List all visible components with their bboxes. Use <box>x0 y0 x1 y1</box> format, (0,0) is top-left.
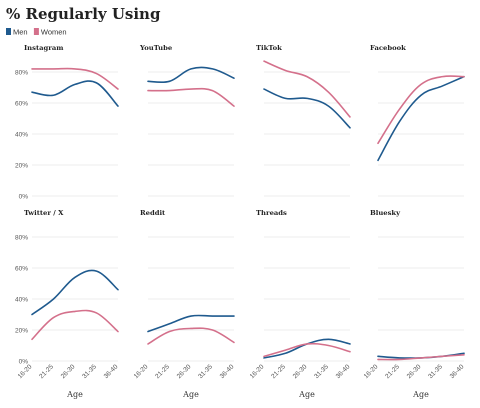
y-tick-label: 80% <box>15 234 28 241</box>
y-tick-label: 0% <box>19 358 29 365</box>
panels: Instagram 0% 20% 40% 60% 80% YouTube TikTok Face… <box>15 44 466 380</box>
x-tick-label: 36-40 <box>103 363 120 380</box>
x-tick-label: 31-35 <box>427 363 444 380</box>
x-tick-label: 31-35 <box>313 363 330 380</box>
x-tick-label: 36-40 <box>449 363 466 380</box>
x-tick-label: 21-25 <box>154 363 171 380</box>
chart-title: % Regularly Using <box>6 5 161 23</box>
y-tick-label: 40% <box>15 131 28 138</box>
panel-title-facebook: Facebook <box>370 44 406 52</box>
x-tick-label: 16-20 <box>17 363 34 380</box>
x-tick-label: 26-30 <box>292 363 309 380</box>
panel-title-youtube: YouTube <box>139 44 173 52</box>
series-line-reddit-men <box>147 314 235 333</box>
y-tick-label: 60% <box>15 265 28 272</box>
x-tick-label: 16-20 <box>249 363 266 380</box>
series-line-instagram-women <box>31 67 119 90</box>
y-tick-label: 40% <box>15 296 28 303</box>
panel-title-threads: Threads <box>256 209 287 217</box>
series-line-instagram-men <box>31 80 119 107</box>
panel-title-reddit: Reddit <box>140 209 166 217</box>
panel-title-instagram: Instagram <box>24 44 64 52</box>
legend-label-women: Women <box>41 28 67 37</box>
series-line-threads-women <box>263 342 351 358</box>
series-line-bluesky-women <box>377 354 465 361</box>
x-tick-label: 16-20 <box>133 363 150 380</box>
series-line-tiktok-women <box>263 60 351 118</box>
panel-title-twitter-x: Twitter / X <box>24 209 64 217</box>
panel-title-tiktok: TikTok <box>256 44 282 52</box>
legend-label-men: Men <box>13 28 28 37</box>
series-line-threads-men <box>263 338 351 359</box>
x-tick-label: 16-20 <box>363 363 380 380</box>
series-line-reddit-women <box>147 327 235 345</box>
panel-youtube: YouTube <box>139 44 235 197</box>
x-axis-labels: Age Age Age Age <box>66 390 429 399</box>
y-tick-label: 20% <box>15 162 28 169</box>
x-tick-label: 31-35 <box>81 363 98 380</box>
series-line-youtube-women <box>147 87 235 107</box>
x-tick-label: 31-35 <box>197 363 214 380</box>
series-line-twitter-x-men <box>31 269 119 316</box>
legend-swatch-men <box>6 28 11 35</box>
x-tick-label: 21-25 <box>270 363 287 380</box>
series-line-twitter-x-women <box>31 309 119 341</box>
panel-reddit: Reddit 16-20 21-25 26-30 31-35 36-40 <box>133 209 236 380</box>
panel-instagram: Instagram 0% 20% 40% 60% 80% <box>15 44 119 200</box>
panel-facebook: Facebook <box>370 44 465 197</box>
panel-tiktok: TikTok <box>256 44 351 197</box>
legend-swatch-women <box>33 28 39 35</box>
x-tick-label: 21-25 <box>38 363 55 380</box>
x-tick-label: 26-30 <box>60 363 77 380</box>
x-axis-title: Age <box>182 390 199 399</box>
x-tick-label: 26-30 <box>176 363 193 380</box>
y-tick-label: 80% <box>15 69 28 76</box>
panel-bluesky: Bluesky 16-20 21-25 26-30 31-35 36-40 <box>363 209 466 380</box>
x-tick-label: 26-30 <box>406 363 423 380</box>
y-tick-label: 0% <box>19 193 29 200</box>
x-axis-title: Age <box>298 390 315 399</box>
y-tick-label: 20% <box>15 327 28 334</box>
x-tick-label: 21-25 <box>384 363 401 380</box>
series-line-facebook-men <box>377 75 465 162</box>
x-axis-title: Age <box>66 390 83 399</box>
series-line-tiktok-men <box>263 88 351 129</box>
x-tick-label: 36-40 <box>219 363 236 380</box>
panel-twitter-x: Twitter / X 0% 20% 40% 60% 80% 16-20 21-25 26-30… <box>15 209 120 380</box>
legend: Men Women <box>6 28 67 37</box>
series-line-facebook-women <box>377 75 465 145</box>
x-tick-label: 36-40 <box>335 363 352 380</box>
series-line-youtube-men <box>147 66 235 84</box>
panel-title-bluesky: Bluesky <box>370 209 401 217</box>
x-axis-title: Age <box>412 390 429 399</box>
panel-threads: Threads 16-20 21-25 26-30 31-35 36-40 <box>249 209 352 380</box>
y-tick-label: 60% <box>15 100 28 107</box>
